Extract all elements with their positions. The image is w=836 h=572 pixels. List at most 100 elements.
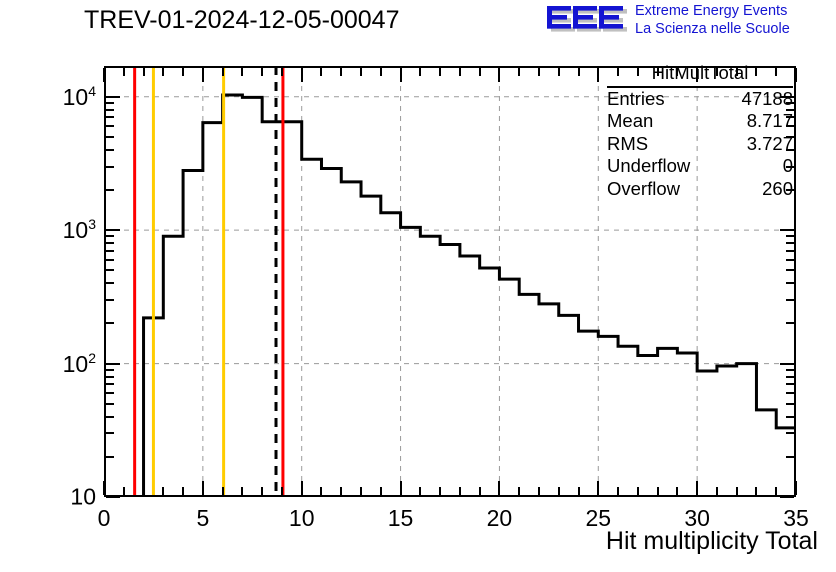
x-major-tick-top (597, 68, 600, 82)
y-major-tick (106, 229, 120, 232)
eee-logo-line1: Extreme Energy Events (635, 3, 788, 19)
y-minor-tick (106, 322, 114, 325)
x-minor-tick-top (261, 68, 264, 76)
x-tick-label: 15 (387, 505, 414, 531)
y-minor-tick-right (786, 258, 794, 261)
x-minor-tick-top (676, 68, 679, 76)
x-tick-label: 5 (196, 505, 210, 531)
y-minor-tick-right (786, 383, 794, 386)
x-major-tick-top (300, 68, 303, 82)
y-minor-tick-right (786, 402, 794, 405)
stats-row-value: 260 (762, 177, 793, 199)
stats-row: Mean 8.717 (607, 110, 793, 133)
y-minor-tick-right (786, 415, 794, 418)
y-minor-tick (106, 258, 114, 261)
x-minor-tick-top (557, 68, 560, 76)
y-minor-tick-right (786, 135, 794, 138)
y-minor-tick (106, 282, 114, 285)
x-major-tick (103, 481, 105, 495)
y-major-tick-right (780, 362, 794, 365)
x-minor-tick (221, 487, 224, 495)
y-minor-tick (106, 455, 114, 458)
x-minor-tick-top (439, 68, 442, 76)
y-tick-label: 104 (62, 82, 96, 110)
x-minor-tick (340, 487, 343, 495)
x-minor-tick-top (518, 68, 521, 76)
x-minor-tick (755, 487, 758, 495)
y-minor-tick (106, 135, 114, 138)
x-minor-tick-top (379, 68, 382, 76)
stats-row-key: Overflow (607, 177, 680, 199)
x-major-tick-top (399, 68, 402, 82)
x-minor-tick (775, 487, 778, 495)
x-minor-tick-top (360, 68, 363, 76)
x-minor-tick (261, 487, 264, 495)
x-tick-label: 20 (486, 505, 513, 531)
x-tick-label: 35 (783, 505, 809, 531)
y-tick-label: 10 (70, 483, 96, 510)
y-minor-tick-right (786, 368, 794, 371)
y-minor-tick-right (786, 101, 794, 104)
eee-logo: Extreme Energy Events La Scienza nelle S… (543, 2, 833, 44)
x-minor-tick (419, 487, 422, 495)
x-minor-tick (518, 487, 521, 495)
x-minor-tick (458, 487, 461, 495)
x-minor-tick (617, 487, 620, 495)
x-minor-tick-top (755, 68, 758, 76)
stats-row: Entries 47188 (607, 88, 793, 111)
x-minor-tick-top (419, 68, 422, 76)
stats-box-title: HitMultTotal (607, 62, 793, 88)
x-minor-tick (537, 487, 540, 495)
stats-row-value: 3.727 (746, 132, 793, 154)
y-minor-tick (106, 383, 114, 386)
x-minor-tick (360, 487, 363, 495)
x-minor-tick (241, 487, 244, 495)
stats-row-key: RMS (607, 132, 649, 154)
x-minor-tick-top (162, 68, 165, 76)
x-minor-tick (280, 487, 283, 495)
x-tick-label: 30 (684, 505, 710, 531)
y-minor-tick-right (786, 108, 794, 111)
x-minor-tick-top (775, 68, 778, 76)
y-minor-tick-right (786, 148, 794, 151)
y-minor-tick-right (786, 189, 794, 191)
y-minor-tick (106, 235, 114, 238)
x-tick-label: 10 (288, 505, 315, 531)
y-tick-label: 103 (62, 216, 96, 243)
y-minor-tick (106, 165, 114, 168)
y-minor-tick (106, 298, 114, 301)
x-minor-tick-top (656, 68, 659, 76)
eee-logo-line2: La Scienza nelle Scuole (635, 21, 790, 37)
y-minor-tick (106, 125, 114, 128)
x-minor-tick-top (122, 68, 125, 76)
x-minor-tick (735, 487, 738, 495)
stats-row: Underflow 0 (607, 155, 793, 178)
x-minor-tick (577, 487, 580, 495)
x-minor-tick (379, 487, 382, 495)
x-major-tick-top (103, 68, 105, 82)
x-minor-tick-top (280, 68, 283, 76)
x-minor-tick (182, 487, 185, 495)
x-minor-tick-top (221, 68, 224, 76)
y-minor-tick-right (786, 375, 794, 378)
x-minor-tick (715, 487, 718, 495)
plot-frame (104, 66, 796, 497)
x-minor-tick (122, 487, 125, 495)
x-minor-tick (557, 487, 560, 495)
y-minor-tick (106, 368, 114, 371)
x-minor-tick-top (182, 68, 185, 76)
y-major-tick (106, 496, 120, 498)
stats-row: Overflow 260 (607, 178, 793, 201)
y-minor-tick (106, 101, 114, 104)
eee-logo-mark (547, 6, 627, 32)
y-minor-tick (106, 148, 114, 151)
stats-row-value: 8.717 (746, 110, 793, 131)
x-minor-tick-top (340, 68, 343, 76)
x-tick-label: 0 (97, 505, 111, 531)
x-minor-tick-top (478, 68, 481, 76)
page-title: TREV-01-2024-12-05-00047 (84, 6, 400, 34)
stats-row-value: 47188 (741, 87, 793, 109)
x-axis-title: Hit multiplicity Total (605, 527, 818, 555)
y-minor-tick-right (786, 116, 794, 119)
